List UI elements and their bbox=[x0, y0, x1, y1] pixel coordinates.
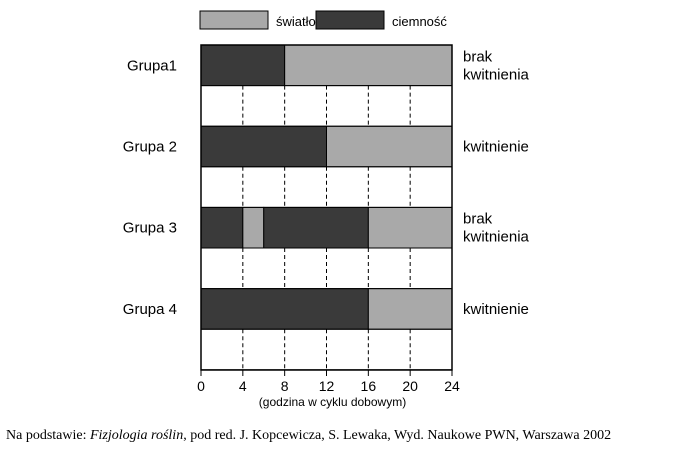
bar-segment-g4-1 bbox=[367, 288, 453, 330]
bar-segment-g1-1 bbox=[284, 44, 453, 87]
x-tick-label-2: 8 bbox=[281, 378, 289, 394]
group-label-1: Grupa1 bbox=[127, 57, 177, 74]
bar-segment-g2-0 bbox=[200, 125, 327, 168]
x-tick-label-4: 16 bbox=[361, 378, 377, 394]
source-prefix: Na podstawie: bbox=[6, 428, 90, 443]
bar-segment-g3-1 bbox=[242, 206, 265, 249]
result-label-1-0: brak bbox=[463, 48, 493, 65]
source-book-title: Fizjologia roślin bbox=[89, 428, 184, 443]
x-tick-label-6: 24 bbox=[444, 378, 460, 394]
result-label-3-0: brak bbox=[463, 211, 493, 228]
result-label-1-1: kwitnienia bbox=[463, 66, 530, 83]
legend-swatch-0 bbox=[199, 10, 269, 30]
x-tick-label-5: 20 bbox=[402, 378, 418, 394]
legend-label-1: ciemność bbox=[392, 14, 447, 29]
bar-segment-g3-0 bbox=[200, 206, 244, 249]
result-label-3-1: kwitnienia bbox=[463, 229, 530, 246]
bar-segment-g1-0 bbox=[200, 44, 286, 87]
group-label-2: Grupa 2 bbox=[123, 139, 177, 156]
x-tick-label-0: 0 bbox=[197, 378, 205, 394]
x-tick-label-3: 12 bbox=[319, 378, 335, 394]
group-label-3: Grupa 3 bbox=[123, 220, 177, 237]
bar-segment-g3-3 bbox=[367, 206, 453, 249]
source-citation: Na podstawie: Fizjologia roślin, pod red… bbox=[6, 428, 611, 444]
bar-segment-g3-2 bbox=[263, 206, 369, 249]
bar-segment-g4-0 bbox=[200, 288, 369, 330]
result-label-2-0: kwitnienie bbox=[463, 139, 529, 156]
x-tick-label-1: 4 bbox=[239, 378, 247, 394]
legend-swatch-1 bbox=[315, 10, 385, 30]
x-axis-label: (godzina w cyklu dobowym) bbox=[259, 395, 406, 409]
legend-label-0: światło bbox=[276, 14, 316, 29]
source-details: , pod red. J. Kopcewicza, S. Lewaka, Wyd… bbox=[183, 428, 612, 443]
result-label-4-0: kwitnienie bbox=[463, 301, 529, 318]
group-label-4: Grupa 4 bbox=[123, 301, 177, 318]
bar-segment-g2-1 bbox=[326, 125, 453, 168]
